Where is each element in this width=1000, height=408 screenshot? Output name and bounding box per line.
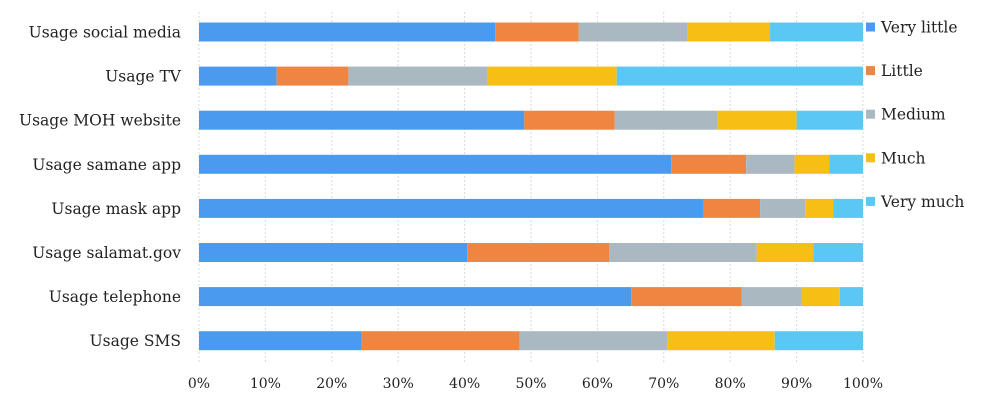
bar-segment-very-little xyxy=(199,243,468,262)
x-tick-label: 80% xyxy=(715,376,746,392)
bar-segment-very-much xyxy=(616,66,863,86)
x-tick-label: 30% xyxy=(383,376,414,392)
category-label: Usage samane app xyxy=(32,156,181,174)
bar-segment-very-little xyxy=(199,331,362,351)
legend-label: Much xyxy=(881,149,926,167)
x-tick-label: 40% xyxy=(449,376,480,392)
bar-segment-very-much xyxy=(796,110,863,130)
bar-segment-little xyxy=(524,110,615,130)
bar-segment-very-little xyxy=(199,110,525,130)
bar-segment-little xyxy=(702,198,761,218)
legend-label: Little xyxy=(881,62,923,80)
bar-segment-very-little xyxy=(199,154,672,174)
x-tick-label: 90% xyxy=(781,376,812,392)
bar-segment-very-little xyxy=(199,22,496,42)
bar-segment-much xyxy=(667,331,775,351)
bar-segment-much xyxy=(801,287,840,307)
legend-swatch-very-little xyxy=(866,22,875,32)
grid-lines xyxy=(198,12,864,362)
category-label: Usage SMS xyxy=(90,332,181,350)
bars xyxy=(199,22,863,351)
bar-segment-little xyxy=(495,22,579,42)
bar-segment-medium xyxy=(741,287,802,307)
legend-label: Very much xyxy=(880,193,964,211)
x-tick-label: 0% xyxy=(188,376,210,392)
bar-segment-little xyxy=(361,331,520,351)
bar-segment-much xyxy=(756,243,814,262)
bar-segment-very-much xyxy=(839,287,863,307)
legend-swatch-much xyxy=(866,153,875,163)
bar-segment-medium xyxy=(760,198,806,218)
bar-segment-little xyxy=(276,66,349,86)
bar-segment-much xyxy=(805,198,834,218)
x-axis-tick-labels: 0% 10% 20% 30% 40% 50% 60% 70% 80% 90% 100% xyxy=(188,376,883,392)
legend-swatch-medium xyxy=(866,109,875,119)
category-label: Usage mask app xyxy=(51,200,181,218)
bar-segment-little xyxy=(671,154,747,174)
category-label: Usage telephone xyxy=(49,288,181,306)
category-labels: Usage social media Usage TV Usage MOH webs… xyxy=(19,24,182,351)
category-label: Usage social media xyxy=(29,24,181,42)
bar-segment-much xyxy=(687,22,771,42)
category-label: Usage TV xyxy=(105,68,182,86)
x-tick-label: 10% xyxy=(250,376,281,392)
legend-swatch-very-much xyxy=(866,196,875,206)
bar-segment-medium xyxy=(578,22,688,42)
bar-segment-very-much xyxy=(774,331,863,351)
category-label: Usage salamat.gov xyxy=(32,244,181,262)
bar-segment-very-little xyxy=(199,287,632,307)
x-tick-label: 50% xyxy=(515,376,546,392)
bar-segment-medium xyxy=(519,331,668,351)
bar-segment-much xyxy=(794,154,830,174)
bar-segment-very-much xyxy=(833,198,863,218)
x-tick-label: 20% xyxy=(316,376,347,392)
bar-segment-very-little xyxy=(199,66,277,86)
bar-segment-very-little xyxy=(199,198,703,218)
bar-segment-very-much xyxy=(770,22,863,42)
legend-swatch-little xyxy=(866,66,875,76)
bar-segment-very-much xyxy=(813,243,863,262)
bar-segment-very-much xyxy=(829,154,863,174)
bar-segment-little xyxy=(631,287,742,307)
bar-segment-medium xyxy=(614,110,718,130)
category-label: Usage MOH website xyxy=(19,112,181,130)
legend: Very little Little Medium Much Very much xyxy=(866,19,964,211)
legend-label: Very little xyxy=(880,19,958,37)
bar-segment-medium xyxy=(746,154,795,174)
bar-segment-medium xyxy=(609,243,757,262)
bar-segment-much xyxy=(487,66,617,86)
x-tick-label: 60% xyxy=(582,376,613,392)
bar-segment-medium xyxy=(348,66,488,86)
x-tick-label: 100% xyxy=(843,376,883,392)
bar-segment-much xyxy=(717,110,797,130)
legend-label: Medium xyxy=(881,106,946,124)
x-tick-label: 70% xyxy=(648,376,679,392)
bar-segment-little xyxy=(467,243,610,262)
